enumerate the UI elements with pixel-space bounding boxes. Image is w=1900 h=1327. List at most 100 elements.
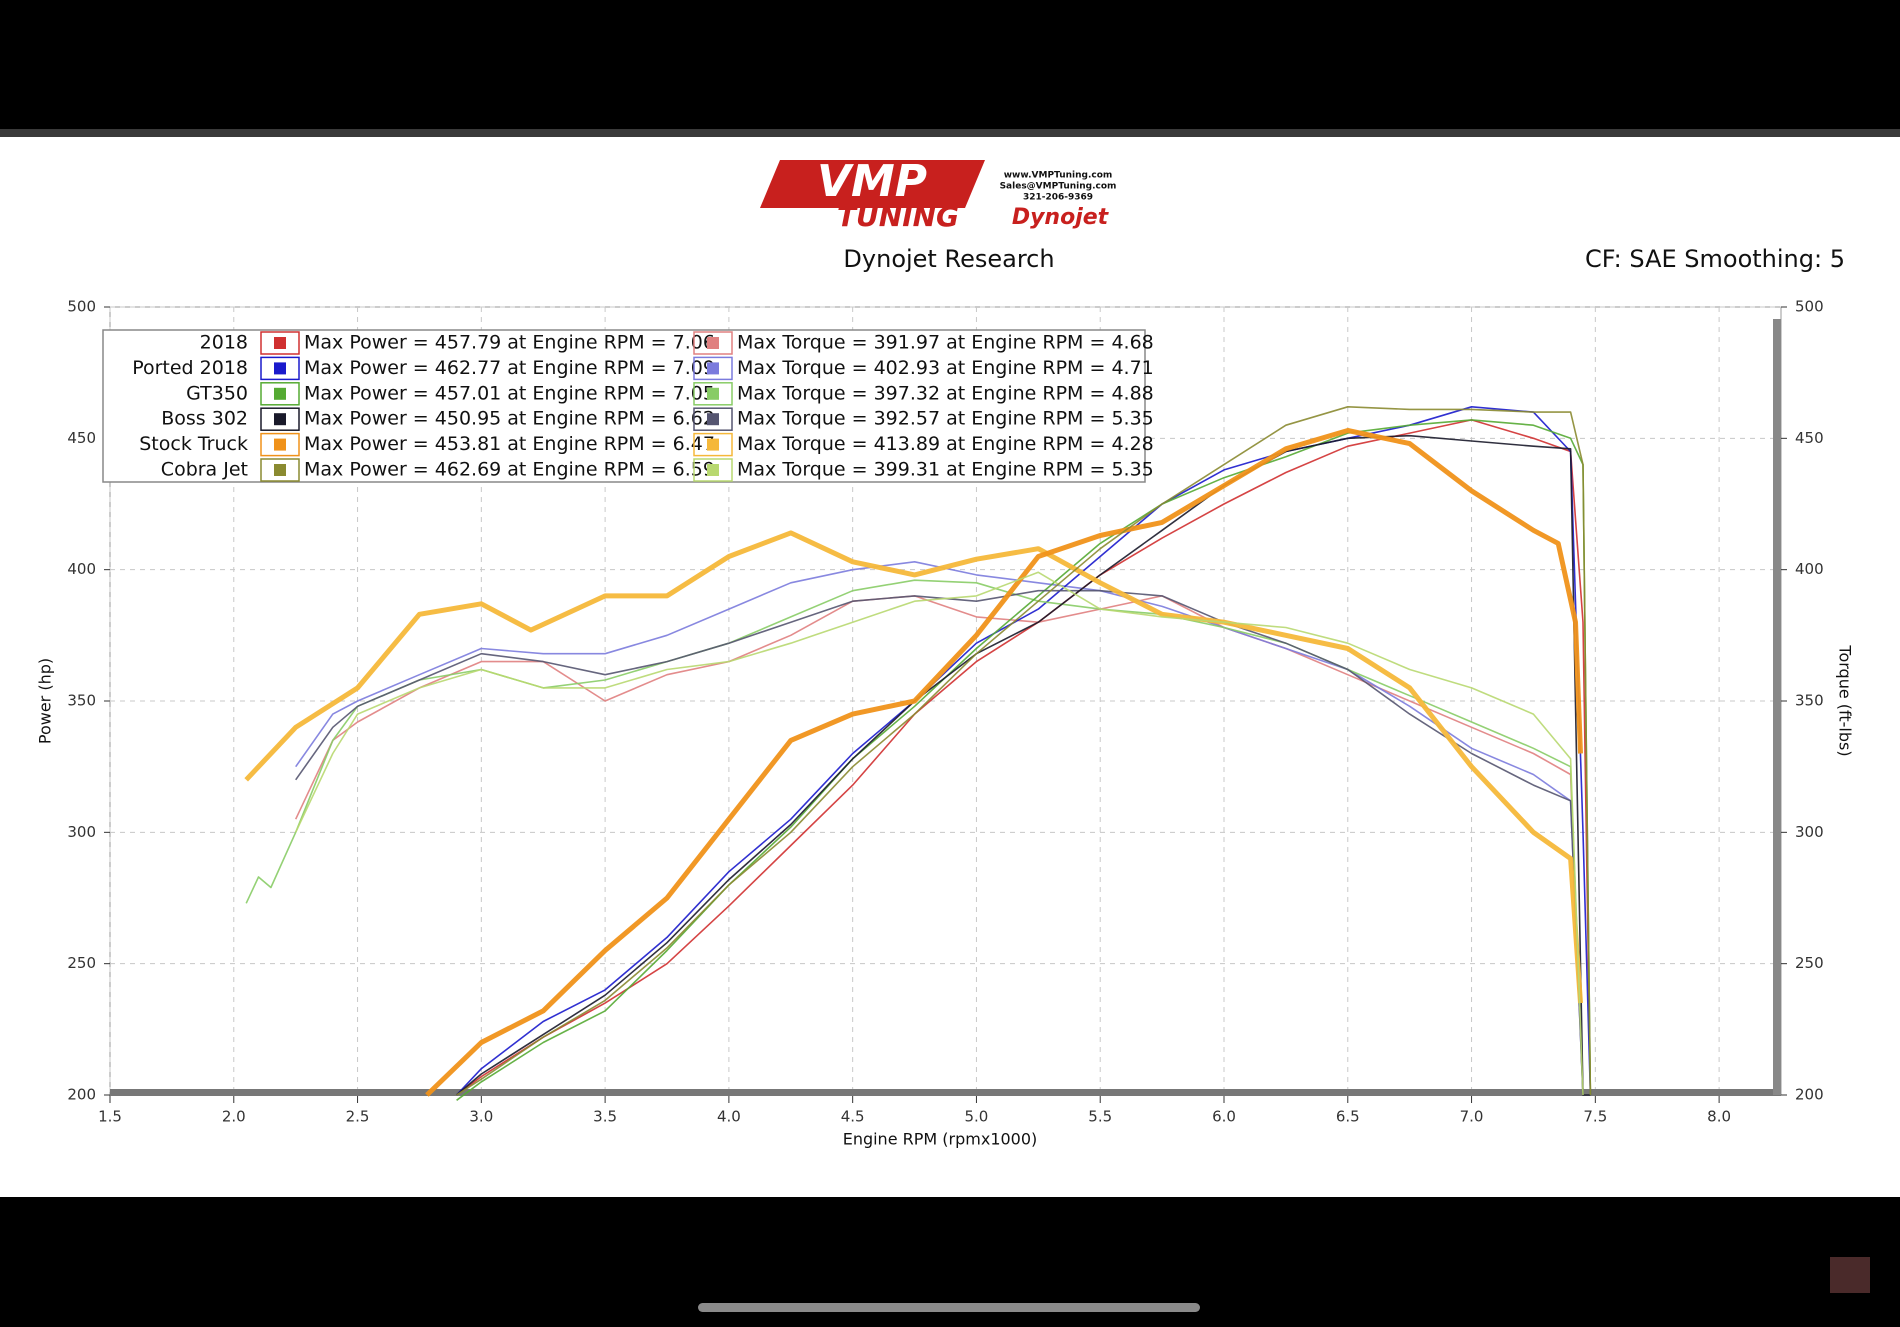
- x-tick-label: 3.0: [469, 1108, 493, 1126]
- legend-swatch: [274, 464, 286, 476]
- y-tick-label: 300: [67, 823, 96, 841]
- y-axis-label: Power (hp): [36, 658, 55, 744]
- legend-swatch: [274, 413, 286, 426]
- legend-run-name: Boss 302: [161, 408, 248, 430]
- chart-note: CF: SAE Smoothing: 5: [1585, 245, 1845, 273]
- y-tick-label: 400: [67, 560, 96, 578]
- y-tick-label: 450: [67, 429, 96, 447]
- logo-partner: Dynojet: [1012, 205, 1110, 230]
- power-line: [456, 434, 1591, 1096]
- legend-swatch-box: [260, 382, 300, 406]
- x-axis-label: Engine RPM (rpmx1000): [843, 1130, 1038, 1149]
- legend-torque-label: Max Torque = 399.31 at Engine RPM = 5.35: [737, 459, 1154, 481]
- legend-swatch: [274, 387, 286, 400]
- legend-swatch: [707, 413, 719, 426]
- legend-swatch-box: [693, 407, 733, 431]
- power-line: [456, 406, 1592, 1096]
- scroll-indicator: [698, 1303, 1200, 1312]
- legend-run-name: GT350: [186, 382, 248, 404]
- logo-sub: TUNING: [837, 200, 959, 233]
- y2-tick-label: 500: [1795, 298, 1824, 316]
- y-tick-label: 200: [67, 1086, 96, 1104]
- legend-swatch-box: [693, 331, 733, 355]
- legend-swatch-box: [693, 432, 733, 457]
- x-tick-label: 7.0: [1460, 1108, 1484, 1126]
- legend-run-name: Cobra Jet: [161, 459, 248, 481]
- legend-swatch: [707, 337, 719, 349]
- y2-tick-label: 450: [1795, 429, 1824, 447]
- legend-swatch: [274, 362, 286, 375]
- legend: 2018 Max Power = 457.79 at Engine RPM = 7…: [102, 329, 1154, 483]
- x-axis-bar: [110, 1089, 1781, 1096]
- torque-line: [294, 571, 1584, 1096]
- subscribe-icon: [1830, 1257, 1870, 1293]
- legend-swatch: [707, 387, 719, 400]
- y2-tick-label: 350: [1795, 692, 1824, 710]
- x-tick-label: 4.5: [841, 1108, 865, 1126]
- chart-title: Dynojet Research: [843, 245, 1054, 273]
- legend-swatch-box: [260, 432, 300, 457]
- legend-power-label: Max Power = 457.79 at Engine RPM = 7.06: [304, 332, 715, 354]
- logo-brand: VMP: [817, 156, 927, 207]
- x-tick-label: 3.5: [593, 1108, 617, 1126]
- legend-torque-label: Max Torque = 392.57 at Engine RPM = 5.35: [737, 408, 1154, 430]
- y2-axis-label: Torque (ft-lbs): [1836, 644, 1855, 756]
- legend-swatch-box: [693, 382, 733, 406]
- y-tick-label: 350: [67, 692, 96, 710]
- legend-swatch-box: [260, 331, 300, 355]
- legend-swatch: [274, 337, 286, 349]
- logo-line: 321-206-9369: [1023, 193, 1093, 203]
- legend-torque-label: Max Torque = 397.32 at Engine RPM = 4.88: [737, 382, 1154, 404]
- legend-run-name: Stock Truck: [139, 433, 248, 455]
- legend-swatch: [707, 362, 719, 375]
- legend-power-label: Max Power = 462.69 at Engine RPM = 6.59: [304, 459, 715, 481]
- legend-box: [102, 329, 1146, 483]
- logo-line: Sales@VMPTuning.com: [1000, 182, 1117, 192]
- legend-swatch-box: [693, 458, 733, 482]
- legend-swatch-box: [260, 356, 300, 381]
- legend-power-label: Max Power = 457.01 at Engine RPM = 7.05: [304, 382, 715, 404]
- logo: VMP TUNING www.VMPTuning.com Sales@VMPTu…: [760, 156, 1116, 233]
- power-line: [425, 428, 1583, 1097]
- legend-torque-label: Max Torque = 413.89 at Engine RPM = 4.28: [737, 433, 1154, 455]
- power-line: [456, 419, 1592, 1101]
- legend-swatch: [707, 464, 719, 476]
- x-tick-label: 4.0: [717, 1108, 741, 1126]
- x-tick-label: 5.0: [965, 1108, 989, 1126]
- y-tick-label: 250: [67, 954, 96, 972]
- x-tick-label: 2.5: [346, 1108, 370, 1126]
- legend-swatch-box: [260, 458, 300, 482]
- y2-tick-label: 200: [1795, 1086, 1824, 1104]
- x-tick-label: 6.0: [1212, 1108, 1236, 1126]
- y2-axis-bar: [1773, 319, 1781, 1095]
- torque-line: [245, 579, 1584, 1096]
- y-tick-label: 500: [67, 298, 96, 316]
- legend-run-name: 2018: [200, 332, 248, 354]
- legend-run-name: Ported 2018: [132, 357, 248, 379]
- legend-torque-label: Max Torque = 391.97 at Engine RPM = 4.68: [737, 332, 1154, 354]
- legend-power-label: Max Power = 453.81 at Engine RPM = 6.47: [304, 433, 715, 455]
- legend-swatch: [707, 438, 719, 451]
- legend-power-label: Max Power = 462.77 at Engine RPM = 7.09: [304, 357, 715, 379]
- logo-badge: [760, 160, 985, 208]
- x-tick-label: 8.0: [1707, 1108, 1731, 1126]
- x-tick-label: 1.5: [98, 1108, 122, 1126]
- legend-torque-label: Max Torque = 402.93 at Engine RPM = 4.71: [737, 357, 1154, 379]
- x-tick-label: 5.5: [1088, 1108, 1112, 1126]
- y2-tick-label: 400: [1795, 560, 1824, 578]
- y2-tick-label: 250: [1795, 954, 1824, 972]
- torque-line: [294, 595, 1584, 1096]
- legend-swatch-box: [693, 356, 733, 381]
- x-tick-label: 6.5: [1336, 1108, 1360, 1126]
- legend-swatch-box: [260, 407, 300, 431]
- logo-line: www.VMPTuning.com: [1004, 171, 1113, 181]
- legend-swatch: [274, 438, 286, 451]
- power-line: [456, 406, 1592, 1096]
- y2-tick-label: 300: [1795, 823, 1824, 841]
- x-tick-label: 2.0: [222, 1108, 246, 1126]
- torque-line: [244, 530, 1583, 1004]
- divider: [0, 129, 1900, 137]
- x-tick-label: 7.5: [1583, 1108, 1607, 1126]
